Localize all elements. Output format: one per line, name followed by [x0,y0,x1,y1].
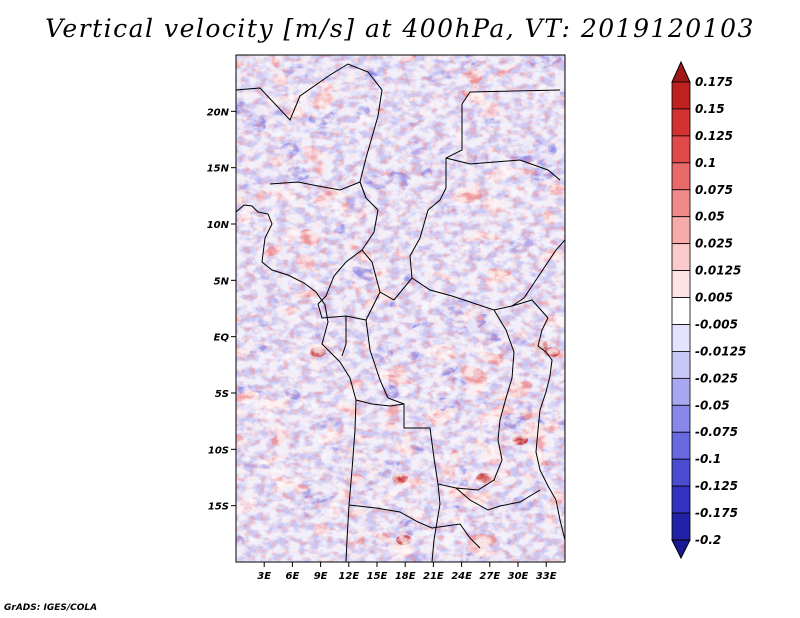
lon-tick-label: 12E [338,571,359,582]
colorbar-segment [671,243,691,271]
colorbar-segment [671,351,691,379]
latitude-axis: 20N 15N 10N 5N EQ 5S 10S 15S [207,107,236,513]
colorbar-label: -0.2 [695,533,721,547]
colorbar-label: -0.0125 [695,344,746,358]
lat-tick-label: EQ [214,333,230,344]
colorbar: 0.175 0.15 0.125 0.1 0.075 0.05 0.025 0.0125 0.0… [671,60,746,560]
colorbar-label: 0.05 [695,210,725,224]
lat-tick-label: 5S [215,389,229,400]
colorbar-segment [671,324,691,352]
colorbar-label: 0.005 [695,291,733,305]
colorbar-bottom-arrow [671,539,691,560]
coastline-east-africa [535,317,565,541]
lat-tick-label: 10N [207,220,230,231]
colorbar-label: 0.15 [695,102,725,116]
colorbar-segment [671,81,691,110]
colorbar-label: -0.125 [695,479,738,493]
colorbar-segment [671,108,691,137]
colorbar-label: -0.005 [695,317,738,331]
colorbar-label: -0.025 [695,371,738,385]
border-ethiopia [511,239,565,319]
border-congo [341,316,405,405]
political-boundaries [236,63,565,562]
colorbar-label: -0.075 [695,425,738,439]
border-zambia [431,483,541,562]
colorbar-segment [671,458,691,487]
lon-tick-label: 6E [286,571,300,582]
lon-tick-label: 9E [314,571,328,582]
coastline-west-africa [236,204,357,562]
colorbar-segment [671,512,691,541]
border-drc-angola [355,399,457,489]
colorbar-segment [671,189,691,218]
colorbar-label: -0.175 [695,506,738,520]
lon-tick-label: 33E [536,571,557,582]
colorbar-label: -0.05 [695,398,730,412]
map-title: Vertical velocity [m/s] at 400hPa, VT: 2… [45,14,755,43]
lon-tick-label: 15E [367,571,388,582]
lon-tick-label: 30E [508,571,529,582]
colorbar-segment [671,270,691,298]
colorbar-segment [671,297,691,325]
longitude-axis: 3E 6E 9E 12E 15E 18E 21E 24E 27E 30E 33E [257,562,557,582]
colorbar-top-arrow [671,60,691,83]
colorbar-label: 0.125 [695,129,733,143]
border-egypt [461,89,561,105]
lat-tick-label: 15S [208,502,229,513]
lat-tick-label: 10S [208,445,229,456]
colorbar-segment [671,135,691,164]
lon-tick-label: 18E [395,571,416,582]
lon-tick-label: 24E [451,571,472,582]
colorbar-label: 0.0125 [695,264,741,278]
map-frame [235,54,566,563]
border-sudan [409,104,525,311]
colorbar-label: 0.175 [695,75,733,89]
colorbar-segment [671,431,691,460]
velocity-field [236,55,565,562]
border-east-sudan [445,157,561,181]
colorbar-label: 0.075 [695,183,733,197]
lat-tick-label: 20N [207,107,230,118]
border-chad [317,209,379,305]
grads-credit: GrADS: IGES/COLA [4,603,98,613]
colorbar-label: 0.1 [695,156,716,170]
colorbar-segment [671,404,691,433]
lon-tick-label: 3E [257,571,271,582]
border-angola-south [348,504,481,549]
colorbar-segment [671,216,691,245]
colorbar-label: -0.1 [695,452,721,466]
border-drc-east [455,309,515,491]
colorbar-label: 0.025 [695,237,733,251]
colorbar-segment [671,377,691,406]
lon-tick-label: 21E [423,571,444,582]
colorbar-segment [671,485,691,514]
border-nigeria [269,181,367,199]
lon-tick-label: 27E [479,571,500,582]
lat-tick-label: 5N [214,276,230,287]
field-texture-white [236,55,565,562]
lat-tick-label: 15N [207,164,230,175]
colorbar-segment [671,162,691,191]
